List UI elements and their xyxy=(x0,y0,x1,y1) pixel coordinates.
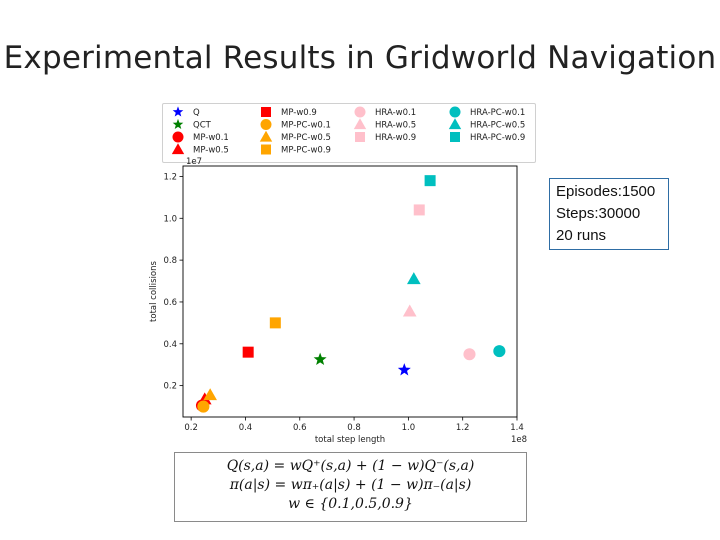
formula-q: Q(s,a) = wQ⁺(s,a) + (1 − w)Q⁻(s,a) xyxy=(226,458,475,474)
legend-label: QCT xyxy=(193,121,212,131)
legend-marker-hra-w05 xyxy=(353,118,367,130)
plot-frame xyxy=(182,165,518,418)
info-runs: 20 runs xyxy=(556,227,607,244)
y-scale-note: 1e7 xyxy=(186,157,202,167)
legend-marker-hra-w01 xyxy=(354,106,366,118)
slide-title: Experimental Results in Gridworld Naviga… xyxy=(3,40,717,76)
x-tick-label: 0.8 xyxy=(347,423,361,433)
point-hra-w01 xyxy=(463,348,476,361)
y-tick-label: 0.8 xyxy=(163,256,177,266)
legend-label: MP-PC-w0.9 xyxy=(281,146,331,156)
y-tick-label: 0.2 xyxy=(163,382,177,392)
legend-label: HRA-PC-w0.1 xyxy=(470,108,525,118)
point-mp-pc-w01 xyxy=(197,400,210,413)
x-scale-note: 1e8 xyxy=(511,435,527,445)
point-hra-pc-w09 xyxy=(424,175,436,187)
x-axis-label: total step length xyxy=(315,435,385,445)
legend-svg: Q QCT MP-w0.1 MP-w0.5 MP-w0.9 MP-PC-w0.1 MP-PC… xyxy=(171,106,525,156)
point-hra-w09 xyxy=(413,204,425,216)
point-qct xyxy=(313,352,327,365)
point-hra-w05 xyxy=(402,304,417,317)
point-mp-pc-w09 xyxy=(269,317,281,329)
point-hra-pc-w01 xyxy=(493,345,506,358)
legend-label: MP-PC-w0.1 xyxy=(281,121,331,131)
formula-box: Q(s,a) = wQ⁺(s,a) + (1 − w)Q⁻(s,a) π(a|s… xyxy=(174,452,527,522)
y-tick-label: 0.6 xyxy=(163,298,177,308)
y-tick-label: 0.4 xyxy=(163,340,177,350)
legend-marker-q xyxy=(172,106,184,117)
x-tick-label: 0.4 xyxy=(239,423,253,433)
formula-w: w ∈ {0.1,0.5,0.9} xyxy=(288,496,413,512)
legend-label: Q xyxy=(193,108,200,118)
y-axis-label: total collisions xyxy=(149,260,159,321)
legend-label: HRA-w0.5 xyxy=(375,121,416,131)
legend-label: HRA-PC-w0.5 xyxy=(470,121,525,131)
x-tick-label: 1.4 xyxy=(510,423,524,433)
legend-label: HRA-PC-w0.9 xyxy=(470,133,525,143)
x-tick-label: 1.2 xyxy=(456,423,470,433)
experiment-info-box: Episodes:1500 Steps:30000 20 runs xyxy=(549,178,669,250)
point-mp-w09 xyxy=(242,346,254,358)
legend-marker-mp-w09 xyxy=(261,107,271,117)
point-q xyxy=(397,363,411,376)
legend-label: HRA-w0.9 xyxy=(375,133,416,143)
info-episodes: Episodes:1500 xyxy=(556,183,656,200)
legend-marker-hra-w09 xyxy=(355,132,365,142)
point-mp-pc-w05 xyxy=(203,388,217,401)
y-tick-label: 1.0 xyxy=(163,214,177,224)
legend-marker-mp-w05 xyxy=(171,143,185,155)
legend-label: HRA-w0.1 xyxy=(375,108,416,118)
legend-marker-qct xyxy=(172,118,184,130)
legend-marker-hra-pc-w01 xyxy=(449,106,461,118)
x-tick-label: 1.0 xyxy=(402,423,416,433)
x-tick-label: 0.6 xyxy=(293,423,307,433)
info-steps: Steps:30000 xyxy=(556,205,641,222)
formula-pi: π(a|s) = wπ₊(a|s) + (1 − w)π₋(a|s) xyxy=(229,477,472,493)
legend-label: MP-w0.1 xyxy=(193,133,229,143)
legend-label: MP-w0.5 xyxy=(193,146,229,156)
legend-marker-mp-pc-w05 xyxy=(259,130,273,142)
legend-marker-mp-pc-w09 xyxy=(261,144,271,155)
legend-marker-mp-pc-w01 xyxy=(260,119,272,130)
legend-label: MP-w0.9 xyxy=(281,108,317,118)
legend-marker-mp-w01 xyxy=(172,131,184,143)
legend-marker-hra-pc-w09 xyxy=(450,132,460,142)
legend-marker-hra-pc-w05 xyxy=(448,118,462,130)
legend-label: MP-PC-w0.5 xyxy=(281,133,331,143)
x-tick-label: 0.2 xyxy=(184,423,198,433)
point-hra-pc-w05 xyxy=(406,272,421,285)
y-tick-label: 1.2 xyxy=(163,172,177,182)
chart-legend: Q QCT MP-w0.1 MP-w0.5 MP-w0.9 MP-PC-w0.1 MP-PC… xyxy=(162,103,536,163)
